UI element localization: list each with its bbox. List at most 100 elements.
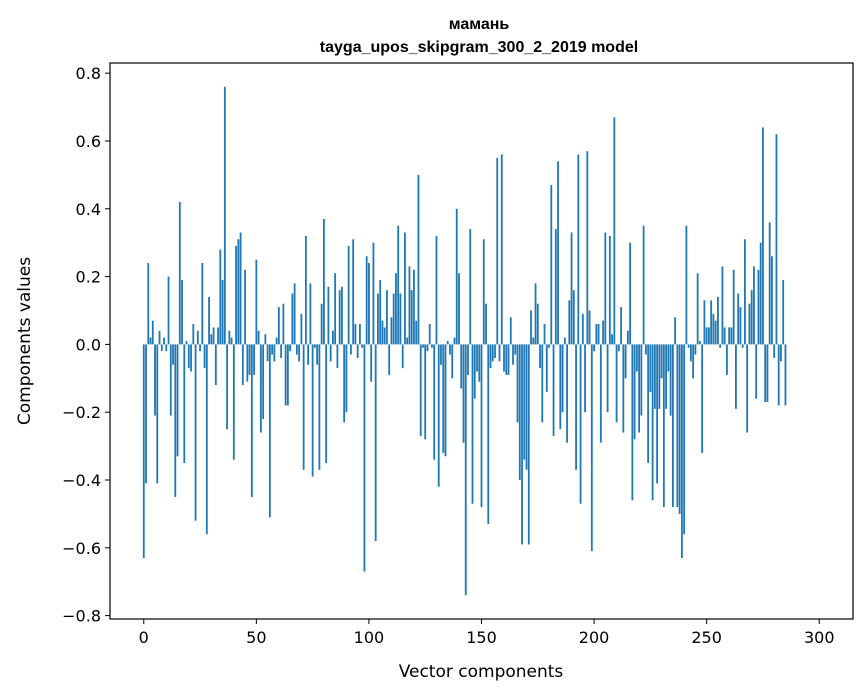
bar	[509, 317, 512, 345]
bar	[352, 239, 355, 345]
bar	[235, 246, 237, 345]
bar	[424, 344, 427, 440]
bar	[512, 344, 514, 365]
bar	[687, 344, 690, 348]
bar	[476, 344, 478, 372]
bar	[586, 151, 589, 345]
bar	[300, 313, 303, 345]
bar	[572, 290, 575, 345]
bar	[172, 344, 174, 365]
bar	[482, 239, 485, 345]
bar	[563, 337, 566, 345]
bar	[514, 344, 517, 355]
bar	[149, 337, 152, 345]
plot-frame	[109, 62, 854, 620]
y-axis-ticks: −0.8 −0.6 −0.4 −0.2 0.0 0.2 0.4 0.6 0.8	[62, 64, 110, 626]
bar	[665, 344, 668, 409]
bar	[176, 344, 179, 457]
bar	[433, 344, 436, 460]
bar	[453, 337, 456, 345]
bar	[557, 161, 559, 345]
bar	[671, 344, 674, 508]
bar	[739, 307, 742, 345]
bar	[341, 286, 343, 345]
bar	[244, 269, 246, 345]
bar	[579, 344, 582, 504]
bar	[264, 334, 267, 345]
bar	[343, 344, 346, 423]
bar	[536, 303, 539, 345]
bar	[232, 344, 235, 460]
bar	[527, 344, 530, 545]
bar	[635, 344, 638, 372]
bar	[273, 344, 276, 362]
bar	[647, 344, 650, 464]
bar	[577, 154, 580, 345]
bar	[617, 344, 620, 352]
bar	[737, 293, 740, 345]
bar	[644, 344, 647, 355]
bar	[503, 344, 505, 372]
bar	[145, 344, 147, 484]
bar	[271, 344, 274, 355]
bar	[336, 344, 339, 369]
bar	[359, 324, 361, 345]
bar	[676, 344, 679, 508]
bar	[766, 344, 769, 403]
bar	[775, 134, 778, 345]
bar	[723, 327, 726, 345]
bar	[379, 279, 382, 345]
bar	[417, 174, 420, 345]
bar	[735, 344, 737, 409]
bar	[753, 266, 755, 345]
bar	[158, 330, 161, 345]
bar	[356, 344, 359, 358]
bar	[498, 344, 501, 362]
y-tick-label: −0.2	[62, 403, 101, 422]
bar	[550, 185, 553, 345]
x-tick-label: 200	[579, 628, 610, 647]
bar	[374, 344, 377, 542]
bar	[710, 300, 713, 345]
bar	[413, 269, 415, 345]
bar	[464, 344, 467, 596]
bar	[746, 344, 749, 433]
y-tick-label: 0.6	[76, 132, 101, 151]
bar	[653, 344, 656, 409]
bar	[404, 232, 406, 345]
bar	[383, 327, 386, 345]
bar	[570, 232, 573, 345]
bar	[473, 344, 476, 399]
bar	[732, 269, 735, 345]
bar	[714, 320, 717, 345]
bar	[289, 344, 292, 352]
bar	[624, 344, 627, 379]
bar	[741, 344, 744, 348]
bar	[174, 344, 177, 497]
bar	[350, 344, 352, 355]
bar	[780, 344, 782, 362]
bar	[606, 344, 609, 413]
bar	[395, 273, 397, 345]
bar	[295, 344, 298, 355]
bar	[575, 344, 577, 470]
bar	[253, 344, 255, 375]
bar	[491, 344, 494, 362]
bar	[581, 313, 584, 345]
bar	[262, 344, 265, 419]
y-tick-label: −0.8	[62, 607, 101, 626]
bar	[662, 344, 665, 508]
bar	[275, 337, 278, 345]
bar	[689, 344, 692, 362]
bar	[552, 344, 555, 436]
bar	[608, 235, 611, 345]
bar	[309, 283, 312, 345]
bar	[381, 320, 384, 345]
bar	[386, 290, 388, 345]
bar	[748, 303, 751, 345]
bar	[230, 337, 233, 345]
bar	[518, 344, 521, 480]
bar	[485, 303, 487, 345]
bar	[680, 344, 683, 558]
bar	[228, 330, 231, 345]
